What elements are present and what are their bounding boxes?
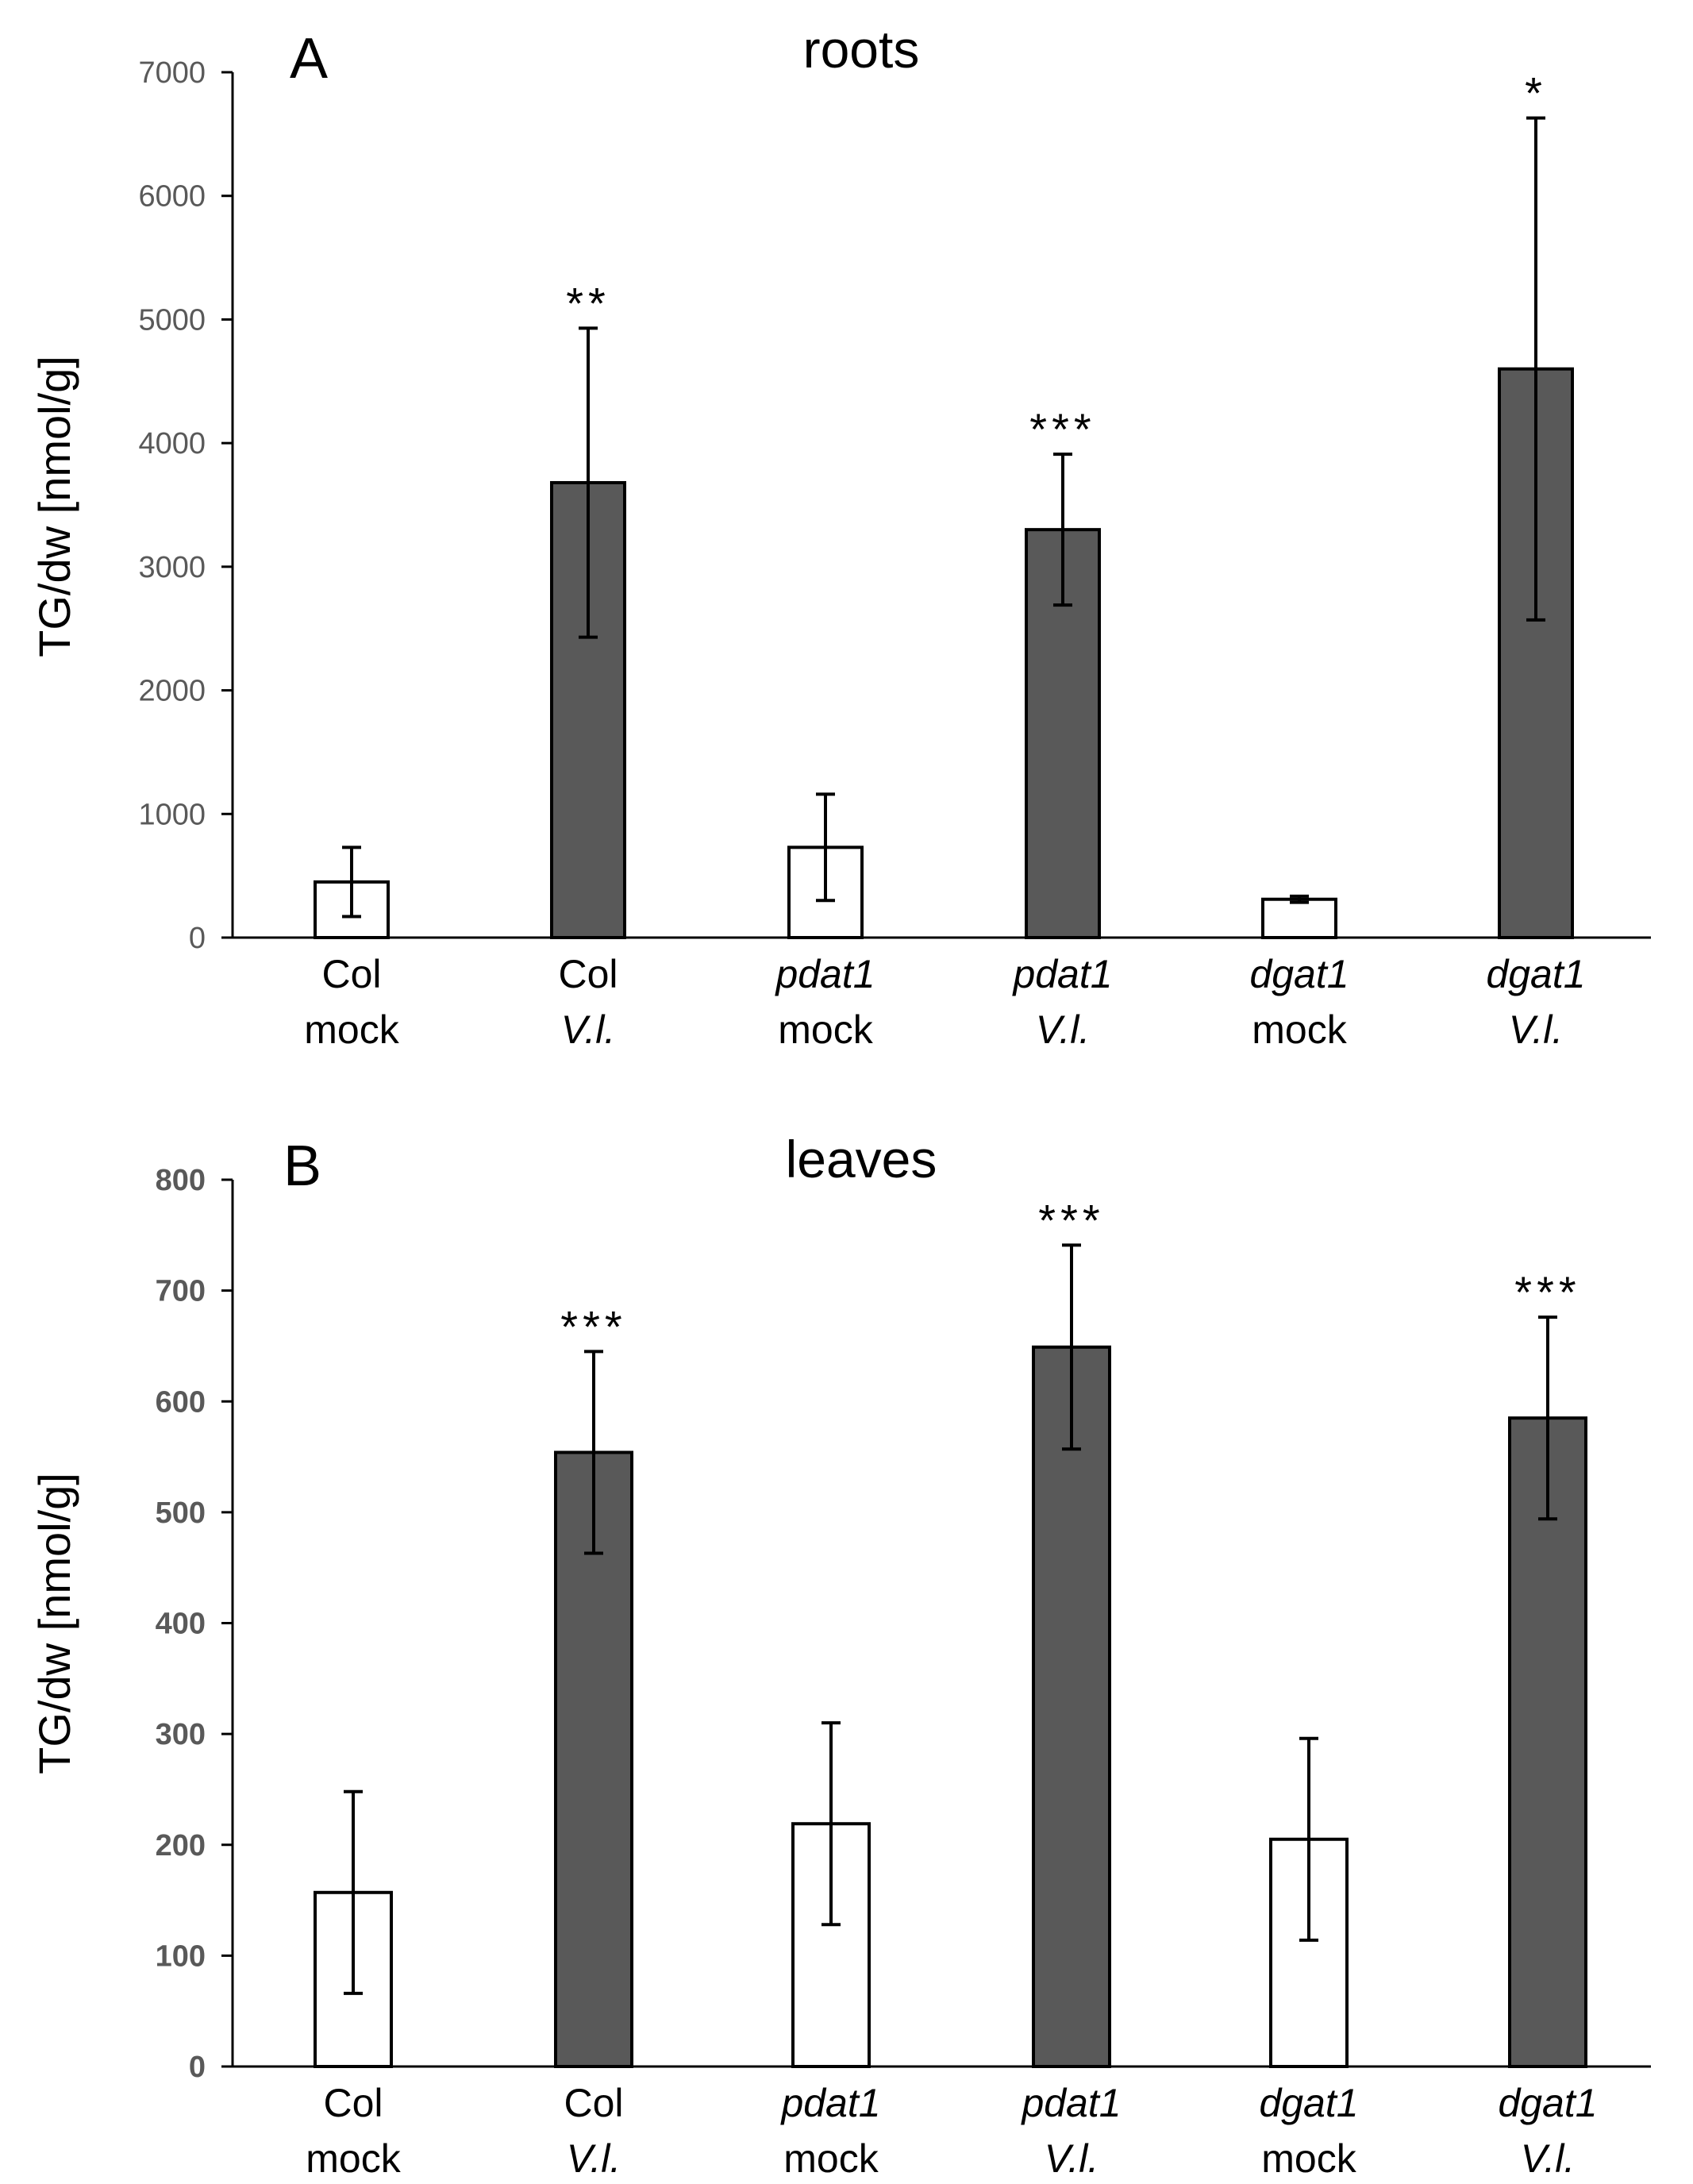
panel-a-y-tick-label: 0 — [189, 922, 206, 955]
panel-b-x-label-genotype: Col — [564, 2081, 623, 2125]
panel-a-bar — [1261, 897, 1337, 939]
panel-b-bar — [1032, 1345, 1111, 2068]
panel-a-x-label-genotype: Col — [321, 952, 381, 996]
panel-b-y-tick-label: 300 — [156, 1718, 206, 1751]
panel-a-plot-area: 0 1000 2000 3000 4000 5000 6000 7000 Col mock ** Co… — [138, 56, 1651, 1052]
panel-b-y-tick-label: 800 — [156, 1164, 206, 1197]
panel-a-x-label-genotype: dgat1 — [1486, 952, 1585, 996]
panel-b-y-tick-label: 500 — [156, 1496, 206, 1530]
panel-b-significance-marker: *** — [560, 1301, 626, 1351]
panel-b-x-label-genotype: pdat1 — [1020, 2081, 1121, 2125]
panel-a-x-label-treatment: mock — [778, 1007, 873, 1052]
panel-a-significance-marker: * — [1525, 68, 1547, 118]
panel-b-leaves-chart: B leaves TG/dw [nmol/g] 0 100 200 300 400 500… — [29, 1130, 1651, 2181]
panel-b-x-label-treatment: mock — [783, 2136, 879, 2181]
panel-a-roots-chart: A roots TG/dw [nmol/g] 0 1000 2000 3000 4000… — [29, 20, 1651, 1052]
panel-a-y-tick-label: 4000 — [138, 427, 206, 460]
panel-b-y-tick-label: 700 — [156, 1275, 206, 1308]
panel-b-y-tick-label: 100 — [156, 1939, 206, 1973]
panel-b-letter: B — [283, 1134, 321, 1198]
panel-a-y-tick-label: 2000 — [138, 675, 206, 708]
panel-a-significance-marker: *** — [1029, 404, 1095, 454]
panel-b-title: leaves — [786, 1130, 937, 1188]
panel-b-x-label-treatment: V.l. — [567, 2136, 621, 2181]
panel-b-x-label-genotype: dgat1 — [1498, 2081, 1597, 2125]
panel-b-x-label-treatment: V.l. — [1521, 2136, 1576, 2181]
panel-b-bar — [1508, 1416, 1587, 2068]
panel-a-x-label-treatment: V.l. — [1036, 1007, 1091, 1052]
panel-a-x-label-genotype: pdat1 — [1011, 952, 1112, 996]
panel-a-letter: A — [290, 27, 328, 91]
panel-b-y-tick-label: 200 — [156, 1829, 206, 1862]
panel-b-x-label-treatment: mock — [306, 2136, 401, 2181]
panel-b-y-tick-label: 400 — [156, 1608, 206, 1641]
panel-a-x-label-treatment: mock — [304, 1007, 399, 1052]
panel-a-x-label-genotype: pdat1 — [774, 952, 875, 996]
panel-a-x-label-genotype: dgat1 — [1249, 952, 1349, 996]
panel-a-x-label-genotype: Col — [558, 952, 618, 996]
panel-a-x-label-treatment: V.l. — [561, 1007, 616, 1052]
panel-a-y-tick-label: 5000 — [138, 303, 206, 337]
panel-b-y-tick-label: 0 — [189, 2051, 206, 2084]
panel-a-y-tick-label: 7000 — [138, 56, 206, 90]
panel-b-x-label-genotype: dgat1 — [1259, 2081, 1358, 2125]
panel-a-x-label-treatment: V.l. — [1509, 1007, 1564, 1052]
panel-b-x-label-treatment: mock — [1261, 2136, 1356, 2181]
panel-b-y-tick-label: 600 — [156, 1385, 206, 1419]
panel-b-significance-marker: *** — [1514, 1267, 1580, 1317]
panel-a-y-tick-label: 6000 — [138, 180, 206, 214]
panel-a-significance-marker: ** — [566, 278, 610, 328]
panel-b-x-label-genotype: pdat1 — [779, 2081, 880, 2125]
panel-a-x-label-treatment: mock — [1252, 1007, 1347, 1052]
panel-a-y-tick-label: 3000 — [138, 551, 206, 584]
panel-b-y-axis-label: TG/dw [nmol/g] — [29, 1473, 79, 1774]
panel-b-plot-area: 0 100 200 300 400 500 600 700 800 Col mock *** Col V.… — [156, 1164, 1651, 2181]
panel-a-title: roots — [803, 20, 920, 79]
panel-b-x-label-genotype: Col — [323, 2081, 383, 2125]
panel-b-x-label-treatment: V.l. — [1045, 2136, 1099, 2181]
panel-b-significance-marker: *** — [1038, 1195, 1104, 1245]
panel-a-y-axis-label: TG/dw [nmol/g] — [29, 356, 79, 657]
panel-a-y-tick-label: 1000 — [138, 798, 206, 831]
